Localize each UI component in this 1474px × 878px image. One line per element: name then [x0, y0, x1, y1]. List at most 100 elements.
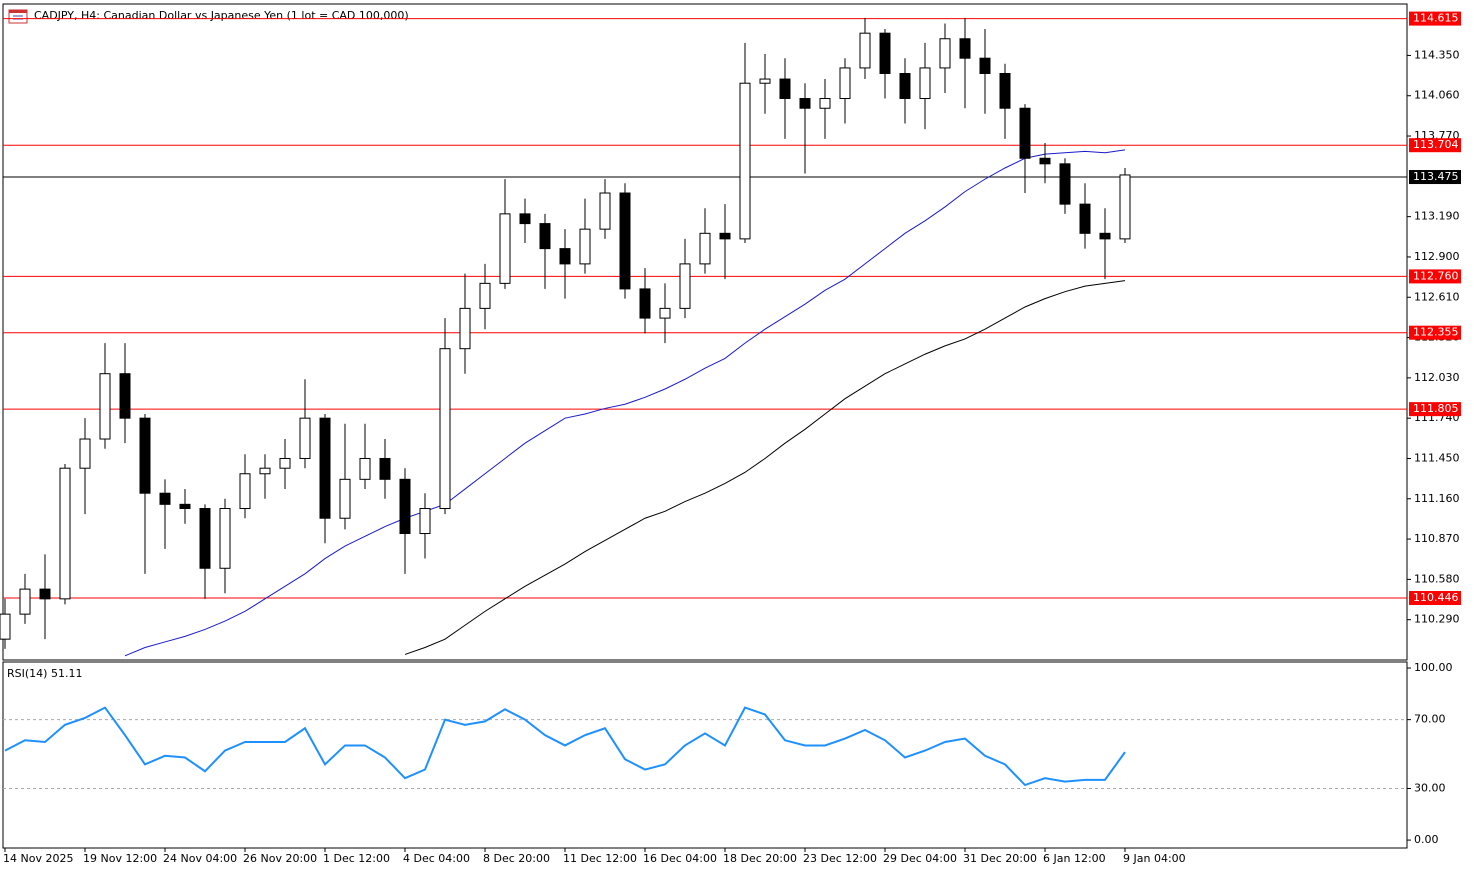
candle-body: [199, 508, 211, 569]
last-price-tag: [1409, 170, 1461, 185]
level-tag: [1409, 138, 1461, 153]
candle-body: [799, 98, 811, 109]
candle-body: [959, 38, 971, 59]
y-tick-label: 110.580: [1414, 572, 1460, 585]
candle-body: [259, 467, 271, 475]
level-label: 114.615: [1413, 12, 1459, 25]
y-tick-label: 0.00: [1414, 833, 1439, 846]
level-label: 110.446: [1413, 591, 1459, 604]
y-tick-label: 110.870: [1414, 532, 1460, 545]
candle-body: [919, 67, 931, 100]
candle-body: [79, 438, 91, 469]
symbol-icon: [8, 9, 28, 24]
candle-body: [179, 503, 191, 510]
candle-body: [1059, 163, 1071, 205]
level-label: 111.805: [1413, 402, 1459, 415]
level-tag: [1409, 269, 1461, 284]
y-tick-label: 112.030: [1414, 371, 1460, 384]
level-tag: [1409, 402, 1461, 417]
candle-body: [519, 213, 531, 225]
x-tick-label: 23 Dec 12:00: [803, 852, 877, 865]
y-tick-label: 112.900: [1414, 250, 1460, 263]
candle-body: [139, 417, 151, 494]
candle-body: [459, 307, 471, 350]
candle-body: [219, 508, 231, 569]
candle-body: [439, 348, 451, 510]
candle-body: [979, 57, 991, 74]
x-tick-label: 6 Jan 12:00: [1043, 852, 1106, 865]
candle-body: [599, 192, 611, 230]
y-tick-label: 70.00: [1414, 713, 1446, 726]
candle-body: [399, 478, 411, 535]
candle-body: [879, 32, 891, 74]
candle-body: [299, 417, 311, 459]
candle-body: [39, 588, 51, 600]
candle-body: [859, 32, 871, 69]
candle-body: [699, 232, 711, 265]
candle-body: [539, 223, 551, 250]
candle-body: [1019, 107, 1031, 159]
y-tick-label: 111.160: [1414, 492, 1460, 505]
candle-body: [1079, 203, 1091, 234]
candle-body: [679, 263, 691, 309]
candle-body: [659, 307, 671, 319]
candle-body: [239, 473, 251, 510]
y-tick-label: 30.00: [1414, 781, 1446, 794]
main-frame: [2, 3, 1408, 661]
last-price-label: 113.475: [1413, 170, 1459, 183]
x-tick-label: 26 Nov 20:00: [243, 852, 317, 865]
x-tick-label: 24 Nov 04:00: [163, 852, 237, 865]
moving-average: [404, 280, 1126, 655]
candle-body: [59, 467, 71, 600]
candle-body: [479, 282, 491, 309]
candle-body: [719, 232, 731, 240]
candle-body: [639, 288, 651, 319]
chart-title: CADJPY, H4: Canadian Dollar vs Japanese …: [34, 9, 409, 22]
indicator-title: RSI(14) 51.11: [7, 667, 82, 680]
indicator-value: 51.11: [51, 667, 83, 680]
x-tick-label: 29 Dec 04:00: [883, 852, 957, 865]
x-tick-label: 8 Dec 20:00: [483, 852, 550, 865]
candle-body: [99, 373, 111, 440]
rsi-line: [4, 706, 1126, 787]
x-tick-label: 18 Dec 20:00: [723, 852, 797, 865]
x-tick-label: 4 Dec 04:00: [403, 852, 470, 865]
candle-body: [559, 248, 571, 265]
candle-body: [839, 67, 851, 100]
candle-body: [119, 373, 131, 419]
candle-body: [999, 72, 1011, 109]
candle-body: [779, 78, 791, 100]
candle-body: [1099, 232, 1111, 240]
moving-average: [124, 149, 1126, 657]
level-tag: [1409, 591, 1461, 606]
candle-body: [0, 613, 11, 640]
y-tick-label: 111.450: [1414, 451, 1460, 464]
x-tick-label: 1 Dec 12:00: [323, 852, 390, 865]
y-tick-label: 112.610: [1414, 290, 1460, 303]
candle-body: [619, 192, 631, 290]
candle-body: [899, 72, 911, 100]
x-tick-label: 9 Jan 04:00: [1123, 852, 1186, 865]
level-label: 112.355: [1413, 326, 1459, 339]
candle-body: [319, 417, 331, 519]
indicator-name: RSI(14): [7, 667, 47, 680]
y-tick-label: 113.190: [1414, 210, 1460, 223]
x-tick-label: 19 Nov 12:00: [83, 852, 157, 865]
candle-body: [419, 508, 431, 535]
y-tick-label: 114.060: [1414, 89, 1460, 102]
y-tick-label: 110.290: [1414, 613, 1460, 626]
candle-body: [739, 82, 751, 240]
candle-body: [579, 228, 591, 265]
x-tick-label: 31 Dec 20:00: [963, 852, 1037, 865]
candle-body: [379, 457, 391, 480]
candle-body: [359, 457, 371, 480]
x-tick-label: 14 Nov 2025: [3, 852, 73, 865]
level-label: 113.704: [1413, 138, 1459, 151]
candle-body: [499, 213, 511, 284]
candle-body: [1119, 174, 1131, 240]
rsi-frame: [2, 661, 1408, 849]
candle-body: [1039, 157, 1051, 165]
level-tag: [1409, 11, 1461, 26]
